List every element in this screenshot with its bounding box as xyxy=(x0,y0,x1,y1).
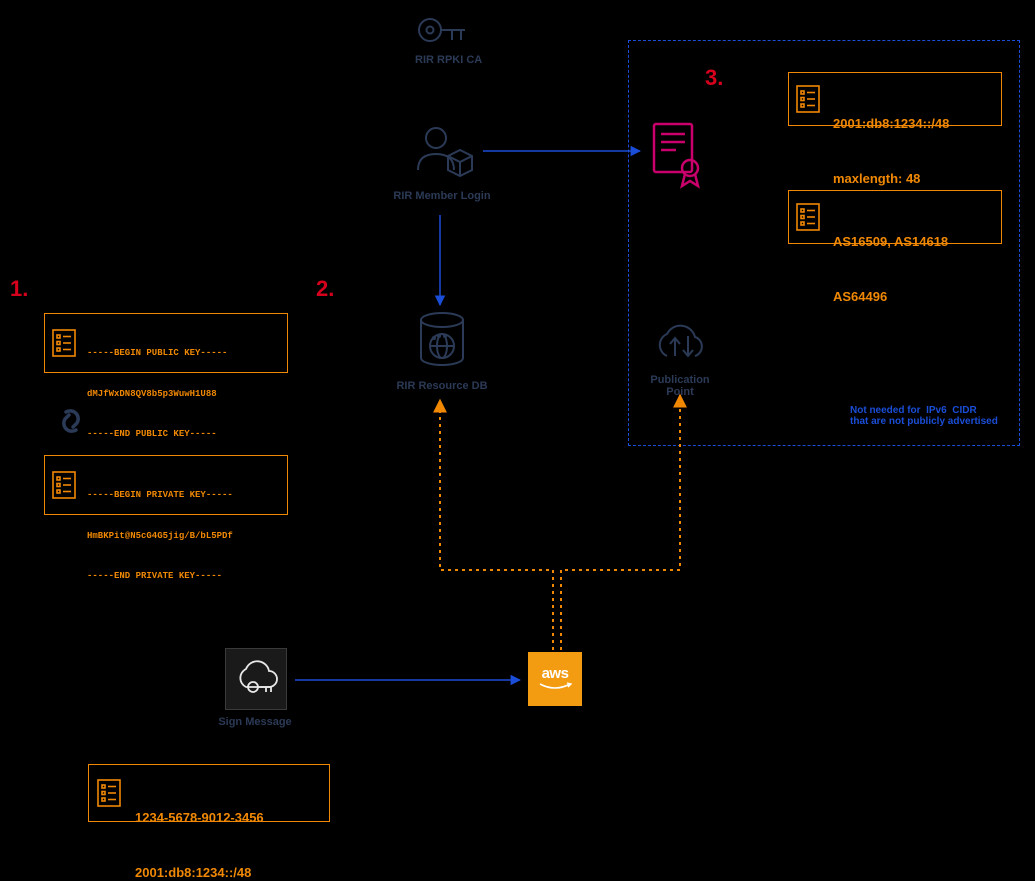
cloud-key-icon xyxy=(233,659,279,699)
privkey-l1: -----BEGIN PRIVATE KEY----- xyxy=(87,489,233,503)
sign-message-label: Sign Message xyxy=(215,716,295,728)
pubkey-l1: -----BEGIN PUBLIC KEY----- xyxy=(87,347,227,361)
rir-member-login: RIR Member Login xyxy=(408,120,478,202)
certificate-icon xyxy=(648,120,704,190)
rir-resource-db: RIR Resource DB xyxy=(415,310,469,392)
pubkey-l3: -----END PUBLIC KEY----- xyxy=(87,428,227,442)
step-2: 2. xyxy=(316,276,334,302)
pubkey-l2: dMJfWxDN8QV8b5p3WuwH1U88 xyxy=(87,388,227,402)
keypair-link xyxy=(50,400,92,442)
acct-l2: 2001:db8:1234::/48 xyxy=(135,864,264,881)
asn-l2: AS64496 xyxy=(833,288,948,306)
rir-rpki-ca-label: RIR RPKI CA xyxy=(415,54,469,66)
roa-l1: 2001:db8:1234::/48 xyxy=(833,115,949,133)
database-globe-icon xyxy=(415,310,469,374)
rir-rpki-ca: RIR RPKI CA xyxy=(415,10,469,66)
roa-box: 2001:db8:1234::/48 maxlength: 48 xyxy=(788,72,1002,126)
public-key-box: -----BEGIN PUBLIC KEY----- dMJfWxDN8QV8b… xyxy=(44,313,288,373)
step-1: 1. xyxy=(10,276,28,302)
account-box: 1234-5678-9012-3456 2001:db8:1234::/48 xyxy=(88,764,330,822)
ipv6-footnote: Not needed for IPv6 CIDR that are not pu… xyxy=(850,405,998,427)
cloud-arrows-icon xyxy=(650,320,710,370)
list-icon xyxy=(52,329,76,357)
publication-point: Publication Point xyxy=(650,320,710,398)
asn-l1: AS16509, AS14618 xyxy=(833,233,948,251)
publication-point-label: Publication Point xyxy=(650,374,710,398)
list-icon xyxy=(52,471,76,499)
rir-member-login-label: RIR Member Login xyxy=(392,190,492,202)
private-key-box: -----BEGIN PRIVATE KEY----- HmBKPit@N5cG… xyxy=(44,455,288,515)
roa-l2: maxlength: 48 xyxy=(833,170,949,188)
privkey-l3: -----END PRIVATE KEY----- xyxy=(87,570,233,584)
sign-message: Sign Message xyxy=(225,648,285,728)
key-icon xyxy=(415,10,469,50)
list-icon xyxy=(796,203,820,231)
asn-box: AS16509, AS14618 AS64496 xyxy=(788,190,1002,244)
certificate xyxy=(648,120,704,190)
rir-resource-db-label: RIR Resource DB xyxy=(395,380,489,392)
user-box-icon xyxy=(408,120,478,184)
privkey-l2: HmBKPit@N5cG4G5jig/B/bL5PDf xyxy=(87,530,233,544)
list-icon xyxy=(796,85,820,113)
link-icon xyxy=(50,400,92,442)
list-icon xyxy=(97,779,121,807)
acct-l1: 1234-5678-9012-3456 xyxy=(135,809,264,827)
step-3: 3. xyxy=(705,65,723,91)
aws-logo: aws xyxy=(528,652,582,706)
